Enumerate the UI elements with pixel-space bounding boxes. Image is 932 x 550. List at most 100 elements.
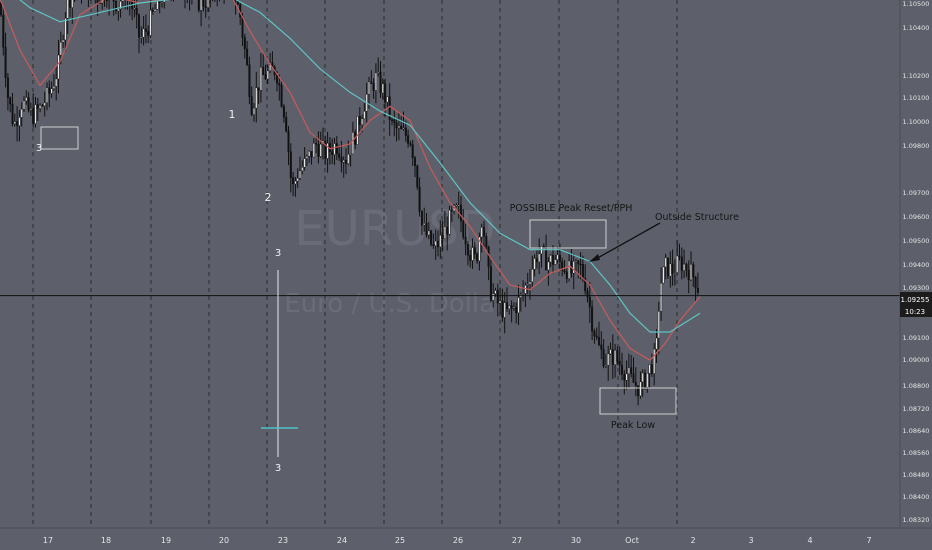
peak-low-box[interactable] (599, 387, 677, 415)
price-tick-label: 1.08720 (903, 405, 930, 413)
candle-body (202, 0, 205, 7)
candle-body (554, 259, 557, 265)
candle-body (333, 143, 336, 155)
price-tick-label: 1.08560 (903, 449, 930, 457)
candle-body (43, 102, 46, 107)
candle-body (618, 360, 621, 366)
candle-body (296, 178, 299, 182)
candle-body (552, 255, 555, 265)
candle-body (611, 349, 614, 365)
candle-body (20, 108, 23, 118)
candle-body (409, 143, 412, 145)
candle-body (400, 125, 403, 130)
candle-body (588, 296, 591, 308)
candle-body (607, 353, 610, 366)
candle-body (105, 0, 108, 2)
wave-label-2: 2 (265, 191, 272, 204)
candle-body (358, 116, 361, 125)
candle-body (285, 116, 288, 132)
candle-body (48, 87, 51, 94)
candle-body (575, 260, 578, 263)
candle-body (391, 119, 394, 121)
candle-body (363, 111, 366, 120)
candle-body (653, 348, 656, 374)
candle-body (278, 83, 281, 86)
candle-body (55, 78, 58, 87)
candle-body (577, 260, 580, 265)
candle-body (234, 0, 237, 2)
time-tick-label: 25 (395, 536, 405, 545)
candle-body (443, 226, 446, 239)
candle-body (678, 255, 681, 258)
outside-structure-arrow[interactable] (593, 222, 661, 261)
candle-body (471, 247, 474, 261)
candle-body (457, 204, 460, 207)
candle-body (252, 107, 255, 115)
candle-body (282, 106, 285, 118)
slow-ma-line[interactable] (0, 0, 701, 333)
candle-body (25, 97, 28, 102)
candle-body (522, 293, 525, 295)
candle-body (27, 97, 30, 111)
price-axis[interactable]: 1.10500 1.10400 1.10200 1.10100 1.10000 1.098… (899, 0, 932, 528)
candle-body (248, 64, 251, 97)
candle-body (243, 37, 246, 50)
candle-body (262, 67, 265, 76)
time-tick-label: 24 (337, 536, 347, 545)
fast-ma-line[interactable] (0, 0, 701, 361)
candle-body (13, 121, 16, 124)
candle-body (542, 246, 545, 248)
time-tick-label: 20 (219, 536, 229, 545)
candle-body (64, 18, 67, 41)
candle-body (32, 108, 35, 124)
candle-body (418, 186, 421, 212)
candle-body (294, 180, 297, 185)
candle-body (381, 83, 384, 94)
price-tick-label: 1.09600 (903, 213, 930, 221)
candle-body (114, 1, 117, 12)
candle-body (524, 285, 527, 294)
candle-body (496, 290, 499, 304)
candle-body (492, 293, 495, 301)
candle-body (641, 372, 644, 383)
candle-body (609, 349, 612, 355)
candle-body (200, 0, 203, 11)
candle-body (119, 1, 122, 10)
candle-body (342, 159, 345, 163)
candle-body (584, 278, 587, 292)
wave-3-box[interactable] (40, 126, 79, 150)
candle-body (506, 302, 509, 310)
candle-body (18, 117, 21, 126)
candle-body (9, 97, 12, 105)
candle-body (156, 0, 159, 10)
candle-body (441, 234, 444, 239)
ruler-top-label: 3 (275, 248, 281, 259)
time-tick-label: 23 (278, 536, 288, 545)
candle-body (600, 344, 603, 350)
candle-body (432, 244, 435, 246)
candle-body (483, 227, 486, 237)
candle-body (347, 154, 350, 164)
peak-reset-label: POSSIBLE Peak Reset/PPH (510, 203, 633, 214)
price-tick-label: 1.08640 (903, 427, 930, 435)
candle-body (667, 257, 670, 277)
candle-body (439, 234, 442, 248)
candle-body (241, 16, 244, 38)
candle-body (512, 306, 515, 309)
candle-body (303, 158, 306, 168)
candle-body (372, 83, 375, 91)
time-tick-label: 27 (512, 536, 522, 545)
candle-body (117, 8, 120, 12)
candle-body (361, 118, 364, 125)
candle-body (331, 151, 334, 155)
peak-reset-box[interactable] (529, 219, 607, 249)
candle-body (696, 287, 699, 293)
candle-body (616, 350, 619, 362)
candle-body (655, 337, 658, 350)
candle-body (460, 204, 463, 222)
moving-averages[interactable] (0, 0, 701, 361)
time-axis[interactable]: 17 18 19 20 23 24 25 26 27 30 Oct 2 3 4 7 (0, 527, 932, 550)
candle-body (257, 87, 260, 91)
candle-body (356, 116, 359, 145)
candle-body (515, 306, 518, 314)
